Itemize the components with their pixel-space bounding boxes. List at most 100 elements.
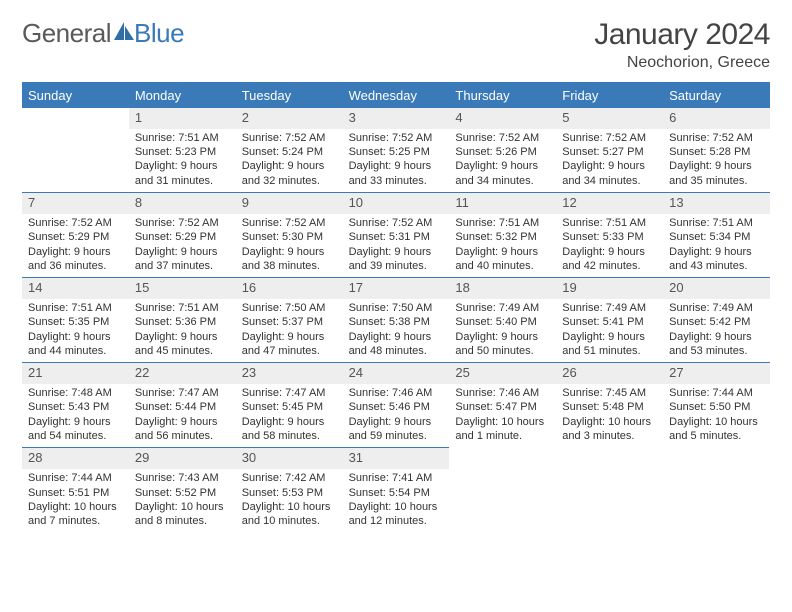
sunset-text: Sunset: 5:52 PM: [135, 486, 232, 500]
daylight-text: Daylight: 9 hours and 58 minutes.: [242, 415, 339, 444]
sunrise-text: Sunrise: 7:47 AM: [135, 386, 232, 400]
day-number: 18: [449, 278, 556, 299]
calendar-cell: 3Sunrise: 7:52 AMSunset: 5:25 PMDaylight…: [343, 107, 450, 192]
daylight-text: Daylight: 9 hours and 50 minutes.: [455, 330, 552, 359]
day-number: 13: [663, 193, 770, 214]
day-number: 6: [663, 108, 770, 129]
sunrise-text: Sunrise: 7:52 AM: [562, 131, 659, 145]
calendar-cell: 19Sunrise: 7:49 AMSunset: 5:41 PMDayligh…: [556, 277, 663, 362]
sunset-text: Sunset: 5:53 PM: [242, 486, 339, 500]
day-number: 2: [236, 108, 343, 129]
day-number: 30: [236, 448, 343, 469]
calendar-cell: 11Sunrise: 7:51 AMSunset: 5:32 PMDayligh…: [449, 192, 556, 277]
daylight-text: Daylight: 9 hours and 33 minutes.: [349, 159, 446, 188]
logo-text-blue: Blue: [134, 18, 184, 49]
sunrise-text: Sunrise: 7:51 AM: [455, 216, 552, 230]
day-detail: Sunrise: 7:49 AMSunset: 5:40 PMDaylight:…: [449, 301, 556, 362]
sunrise-text: Sunrise: 7:44 AM: [669, 386, 766, 400]
sunset-text: Sunset: 5:44 PM: [135, 400, 232, 414]
calendar-cell: 31Sunrise: 7:41 AMSunset: 5:54 PMDayligh…: [343, 447, 450, 532]
day-number: 4: [449, 108, 556, 129]
daylight-text: Daylight: 9 hours and 45 minutes.: [135, 330, 232, 359]
sunset-text: Sunset: 5:54 PM: [349, 486, 446, 500]
sunrise-text: Sunrise: 7:49 AM: [562, 301, 659, 315]
calendar-cell: 7Sunrise: 7:52 AMSunset: 5:29 PMDaylight…: [22, 192, 129, 277]
day-detail: Sunrise: 7:51 AMSunset: 5:32 PMDaylight:…: [449, 216, 556, 277]
sunrise-text: Sunrise: 7:41 AM: [349, 471, 446, 485]
sunset-text: Sunset: 5:29 PM: [28, 230, 125, 244]
daylight-text: Daylight: 10 hours and 5 minutes.: [669, 415, 766, 444]
day-detail: Sunrise: 7:49 AMSunset: 5:41 PMDaylight:…: [556, 301, 663, 362]
day-detail: Sunrise: 7:51 AMSunset: 5:36 PMDaylight:…: [129, 301, 236, 362]
calendar-cell: 12Sunrise: 7:51 AMSunset: 5:33 PMDayligh…: [556, 192, 663, 277]
sunset-text: Sunset: 5:23 PM: [135, 145, 232, 159]
day-detail: Sunrise: 7:52 AMSunset: 5:28 PMDaylight:…: [663, 131, 770, 192]
calendar-cell: 1Sunrise: 7:51 AMSunset: 5:23 PMDaylight…: [129, 107, 236, 192]
title-block: January 2024 Neochorion, Greece: [594, 18, 770, 72]
calendar-cell: 22Sunrise: 7:47 AMSunset: 5:44 PMDayligh…: [129, 362, 236, 447]
calendar-cell: 16Sunrise: 7:50 AMSunset: 5:37 PMDayligh…: [236, 277, 343, 362]
daylight-text: Daylight: 9 hours and 31 minutes.: [135, 159, 232, 188]
calendar-cell: 28Sunrise: 7:44 AMSunset: 5:51 PMDayligh…: [22, 447, 129, 532]
sunrise-text: Sunrise: 7:49 AM: [455, 301, 552, 315]
daylight-text: Daylight: 9 hours and 35 minutes.: [669, 159, 766, 188]
day-detail: Sunrise: 7:48 AMSunset: 5:43 PMDaylight:…: [22, 386, 129, 447]
sunrise-text: Sunrise: 7:42 AM: [242, 471, 339, 485]
calendar-cell: 9Sunrise: 7:52 AMSunset: 5:30 PMDaylight…: [236, 192, 343, 277]
day-detail: Sunrise: 7:44 AMSunset: 5:50 PMDaylight:…: [663, 386, 770, 447]
daylight-text: Daylight: 9 hours and 48 minutes.: [349, 330, 446, 359]
calendar-cell: 10Sunrise: 7:52 AMSunset: 5:31 PMDayligh…: [343, 192, 450, 277]
daylight-text: Daylight: 9 hours and 47 minutes.: [242, 330, 339, 359]
sunset-text: Sunset: 5:41 PM: [562, 315, 659, 329]
day-number: 15: [129, 278, 236, 299]
sunrise-text: Sunrise: 7:49 AM: [669, 301, 766, 315]
header: General Blue January 2024 Neochorion, Gr…: [22, 18, 770, 72]
daylight-text: Daylight: 10 hours and 1 minute.: [455, 415, 552, 444]
calendar-cell: 4Sunrise: 7:52 AMSunset: 5:26 PMDaylight…: [449, 107, 556, 192]
month-title: January 2024: [594, 18, 770, 52]
sunset-text: Sunset: 5:30 PM: [242, 230, 339, 244]
sunset-text: Sunset: 5:40 PM: [455, 315, 552, 329]
sunset-text: Sunset: 5:33 PM: [562, 230, 659, 244]
day-number: 12: [556, 193, 663, 214]
day-number: 11: [449, 193, 556, 214]
daylight-text: Daylight: 9 hours and 51 minutes.: [562, 330, 659, 359]
daylight-text: Daylight: 9 hours and 43 minutes.: [669, 245, 766, 274]
sunrise-text: Sunrise: 7:52 AM: [349, 216, 446, 230]
sunset-text: Sunset: 5:38 PM: [349, 315, 446, 329]
day-detail: Sunrise: 7:41 AMSunset: 5:54 PMDaylight:…: [343, 471, 450, 532]
day-detail: Sunrise: 7:47 AMSunset: 5:44 PMDaylight:…: [129, 386, 236, 447]
day-number: 8: [129, 193, 236, 214]
daylight-text: Daylight: 10 hours and 3 minutes.: [562, 415, 659, 444]
calendar-cell: 29Sunrise: 7:43 AMSunset: 5:52 PMDayligh…: [129, 447, 236, 532]
day-detail: Sunrise: 7:42 AMSunset: 5:53 PMDaylight:…: [236, 471, 343, 532]
day-detail: Sunrise: 7:52 AMSunset: 5:25 PMDaylight:…: [343, 131, 450, 192]
day-number: 5: [556, 108, 663, 129]
daylight-text: Daylight: 9 hours and 34 minutes.: [562, 159, 659, 188]
day-number: 23: [236, 363, 343, 384]
day-number: 7: [22, 193, 129, 214]
day-detail: Sunrise: 7:52 AMSunset: 5:26 PMDaylight:…: [449, 131, 556, 192]
weekday-header: Monday: [129, 84, 236, 107]
daylight-text: Daylight: 10 hours and 12 minutes.: [349, 500, 446, 529]
sunset-text: Sunset: 5:48 PM: [562, 400, 659, 414]
location: Neochorion, Greece: [594, 54, 770, 72]
calendar-cell: 17Sunrise: 7:50 AMSunset: 5:38 PMDayligh…: [343, 277, 450, 362]
calendar-cell-empty: [22, 107, 129, 192]
day-detail: Sunrise: 7:52 AMSunset: 5:29 PMDaylight:…: [129, 216, 236, 277]
sunrise-text: Sunrise: 7:52 AM: [669, 131, 766, 145]
weekday-header: Thursday: [449, 84, 556, 107]
day-number: 17: [343, 278, 450, 299]
day-number: 25: [449, 363, 556, 384]
calendar-grid: SundayMondayTuesdayWednesdayThursdayFrid…: [22, 82, 770, 532]
day-detail: Sunrise: 7:52 AMSunset: 5:30 PMDaylight:…: [236, 216, 343, 277]
daylight-text: Daylight: 9 hours and 38 minutes.: [242, 245, 339, 274]
daylight-text: Daylight: 9 hours and 56 minutes.: [135, 415, 232, 444]
daylight-text: Daylight: 9 hours and 53 minutes.: [669, 330, 766, 359]
calendar-cell: 26Sunrise: 7:45 AMSunset: 5:48 PMDayligh…: [556, 362, 663, 447]
logo-sail-icon: [111, 18, 134, 49]
weekday-header: Saturday: [663, 84, 770, 107]
day-number: 20: [663, 278, 770, 299]
day-detail: Sunrise: 7:45 AMSunset: 5:48 PMDaylight:…: [556, 386, 663, 447]
calendar-cell: 15Sunrise: 7:51 AMSunset: 5:36 PMDayligh…: [129, 277, 236, 362]
